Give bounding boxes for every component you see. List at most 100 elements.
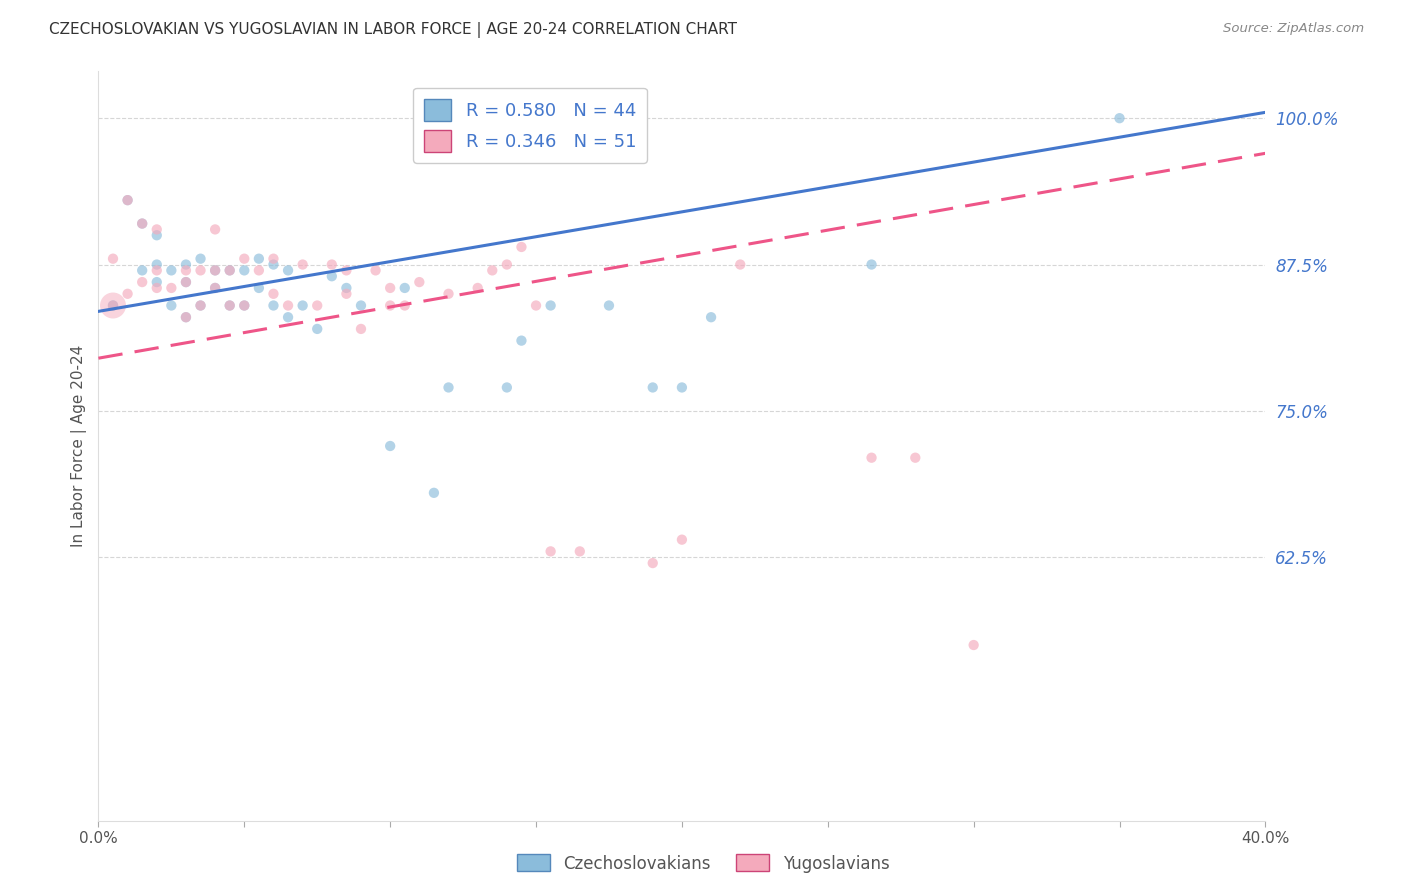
Point bbox=[146, 275, 169, 289]
Point bbox=[277, 310, 299, 325]
Point bbox=[540, 298, 562, 313]
Point bbox=[437, 380, 460, 394]
Point bbox=[510, 240, 533, 254]
Point bbox=[335, 281, 357, 295]
Legend: R = 0.580   N = 44, R = 0.346   N = 51: R = 0.580 N = 44, R = 0.346 N = 51 bbox=[413, 88, 647, 162]
Point bbox=[335, 263, 357, 277]
Point bbox=[174, 263, 197, 277]
Point bbox=[380, 281, 402, 295]
Point bbox=[117, 286, 139, 301]
Point bbox=[233, 263, 256, 277]
Point bbox=[190, 263, 212, 277]
Point bbox=[117, 193, 139, 207]
Point bbox=[700, 310, 723, 325]
Point bbox=[671, 380, 693, 394]
Point bbox=[321, 258, 343, 272]
Point bbox=[247, 263, 270, 277]
Text: Source: ZipAtlas.com: Source: ZipAtlas.com bbox=[1223, 22, 1364, 36]
Point bbox=[671, 533, 693, 547]
Point bbox=[131, 217, 153, 231]
Point bbox=[262, 286, 284, 301]
Point bbox=[131, 263, 153, 277]
Point bbox=[364, 263, 387, 277]
Point bbox=[218, 263, 240, 277]
Point bbox=[496, 258, 519, 272]
Point bbox=[291, 298, 314, 313]
Point bbox=[307, 322, 329, 336]
Point bbox=[233, 252, 256, 266]
Point bbox=[101, 298, 124, 313]
Point bbox=[437, 286, 460, 301]
Y-axis label: In Labor Force | Age 20-24: In Labor Force | Age 20-24 bbox=[72, 345, 87, 547]
Point bbox=[146, 281, 169, 295]
Point bbox=[218, 298, 240, 313]
Point bbox=[146, 222, 169, 236]
Point bbox=[204, 281, 226, 295]
Point bbox=[190, 298, 212, 313]
Point bbox=[860, 258, 883, 272]
Point bbox=[394, 298, 416, 313]
Point bbox=[218, 263, 240, 277]
Point bbox=[131, 217, 153, 231]
Point bbox=[394, 281, 416, 295]
Point bbox=[321, 269, 343, 284]
Point bbox=[860, 450, 883, 465]
Point bbox=[190, 252, 212, 266]
Legend: Czechoslovakians, Yugoslavians: Czechoslovakians, Yugoslavians bbox=[510, 847, 896, 880]
Point bbox=[467, 281, 489, 295]
Point bbox=[174, 310, 197, 325]
Point bbox=[247, 281, 270, 295]
Point bbox=[335, 286, 357, 301]
Point bbox=[160, 281, 183, 295]
Point bbox=[408, 275, 430, 289]
Point bbox=[204, 281, 226, 295]
Point bbox=[233, 298, 256, 313]
Point bbox=[190, 298, 212, 313]
Point bbox=[730, 258, 752, 272]
Point bbox=[962, 638, 984, 652]
Point bbox=[247, 252, 270, 266]
Point bbox=[146, 228, 169, 243]
Point bbox=[262, 298, 284, 313]
Point bbox=[131, 275, 153, 289]
Point bbox=[598, 298, 620, 313]
Point bbox=[1108, 112, 1130, 126]
Point bbox=[174, 258, 197, 272]
Point bbox=[481, 263, 503, 277]
Point bbox=[904, 450, 927, 465]
Point bbox=[204, 263, 226, 277]
Point bbox=[146, 258, 169, 272]
Point bbox=[510, 334, 533, 348]
Point bbox=[218, 298, 240, 313]
Point bbox=[307, 298, 329, 313]
Point bbox=[160, 298, 183, 313]
Point bbox=[641, 380, 664, 394]
Point bbox=[174, 310, 197, 325]
Point bbox=[233, 298, 256, 313]
Point bbox=[204, 263, 226, 277]
Point bbox=[262, 258, 284, 272]
Point bbox=[277, 298, 299, 313]
Point bbox=[350, 322, 373, 336]
Point bbox=[262, 252, 284, 266]
Point bbox=[380, 298, 402, 313]
Point bbox=[540, 544, 562, 558]
Point bbox=[101, 298, 124, 313]
Point bbox=[101, 252, 124, 266]
Point bbox=[277, 263, 299, 277]
Point bbox=[204, 222, 226, 236]
Point bbox=[380, 439, 402, 453]
Point bbox=[146, 263, 169, 277]
Point bbox=[568, 544, 591, 558]
Point bbox=[524, 298, 547, 313]
Point bbox=[641, 556, 664, 570]
Point bbox=[423, 485, 446, 500]
Point bbox=[291, 258, 314, 272]
Text: CZECHOSLOVAKIAN VS YUGOSLAVIAN IN LABOR FORCE | AGE 20-24 CORRELATION CHART: CZECHOSLOVAKIAN VS YUGOSLAVIAN IN LABOR … bbox=[49, 22, 737, 38]
Point bbox=[174, 275, 197, 289]
Point bbox=[350, 298, 373, 313]
Point bbox=[101, 298, 124, 313]
Point bbox=[117, 193, 139, 207]
Point bbox=[174, 275, 197, 289]
Point bbox=[496, 380, 519, 394]
